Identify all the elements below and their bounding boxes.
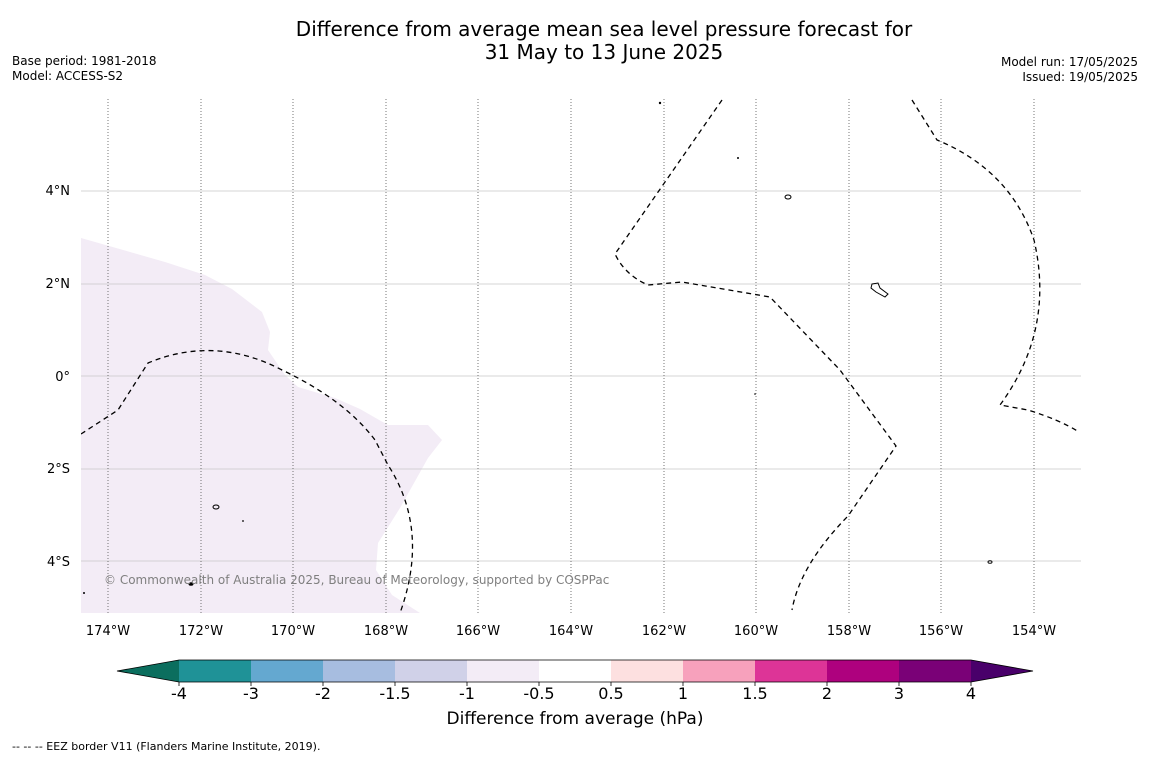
map-figure: 4°N 2°N 0° 2°S 4°S 174°W 172°W 170°W 168… xyxy=(46,99,1081,700)
colorbar-tick-label: -4 xyxy=(171,684,187,700)
colorbar-tick-label: -1.5 xyxy=(379,684,410,700)
colorbar-tick-label: -3 xyxy=(243,684,259,700)
colorbar-tick-label: 1.5 xyxy=(742,684,767,700)
latitude-gridlines xyxy=(81,190,1081,562)
copyright-notice: © Commonwealth of Australia 2025, Bureau… xyxy=(104,573,609,587)
island-outline xyxy=(987,560,993,564)
lon-label-156w: 156°W xyxy=(919,624,963,639)
chart-title: Difference from average mean sea level p… xyxy=(0,18,1150,64)
colorbar-segment xyxy=(467,660,539,682)
lon-label-160w: 160°W xyxy=(734,624,778,639)
colorbar-tick-label: 4 xyxy=(966,684,976,700)
colorbar-extend-low xyxy=(117,660,179,682)
lat-label-2n: 2°N xyxy=(46,277,71,292)
island-outline xyxy=(212,504,220,510)
colorbar-tick-label: 0.5 xyxy=(598,684,623,700)
island-dots xyxy=(83,101,756,594)
lat-label-4n: 4°N xyxy=(46,184,71,199)
colorbar-segment xyxy=(251,660,323,682)
eez-footnote: -- -- -- EEZ border V11 (Flanders Marine… xyxy=(12,740,321,753)
eez-border-central xyxy=(614,99,897,611)
colorbar-segment xyxy=(827,660,899,682)
lon-label-154w: 154°W xyxy=(1012,624,1056,639)
island-outline xyxy=(784,194,792,200)
island-dot xyxy=(658,101,662,105)
island-outline xyxy=(188,582,194,586)
colorbar: -4 -3 -2 -1.5 -1 -0.5 0.5 1 1.5 2 3 4 xyxy=(116,659,1034,700)
colorbar-tick-label: -0.5 xyxy=(523,684,554,700)
island-dot xyxy=(242,520,244,522)
issued-date: Issued: 19/05/2025 xyxy=(1022,70,1138,84)
colorbar-ticks xyxy=(178,682,972,686)
colorbar-segment xyxy=(899,660,971,682)
colorbar-segment xyxy=(539,660,611,682)
eez-borders xyxy=(81,99,1080,613)
title-line-1: Difference from average mean sea level p… xyxy=(295,17,913,41)
longitude-labels: 174°W 172°W 170°W 168°W 166°W 164°W 162°… xyxy=(86,624,1056,639)
colorbar-segment xyxy=(755,660,827,682)
colorbar-tick-label: 3 xyxy=(894,684,904,700)
eez-border-east xyxy=(911,99,1080,433)
lon-label-166w: 166°W xyxy=(456,624,500,639)
colorbar-label: Difference from average (hPa) xyxy=(446,709,704,729)
base-period: Base period: 1981-2018 xyxy=(12,54,157,68)
island-dot xyxy=(754,393,756,395)
colorbar-tick-label: -1 xyxy=(459,684,475,700)
colorbar-tick-label: 1 xyxy=(678,684,688,700)
latitude-labels: 4°N 2°N 0° 2°S 4°S xyxy=(46,184,71,570)
lon-label-174w: 174°W xyxy=(86,624,130,639)
colorbar-tick-label: -2 xyxy=(315,684,331,700)
island-dot xyxy=(737,157,739,159)
colorbar-segment xyxy=(395,660,467,682)
colorbar-tick-labels: -4 -3 -2 -1.5 -1 -0.5 0.5 1 1.5 2 3 4 xyxy=(171,684,976,700)
lon-label-172w: 172°W xyxy=(179,624,223,639)
pressure-anomaly-shading xyxy=(81,238,442,613)
lon-label-158w: 158°W xyxy=(827,624,871,639)
title-line-2: 31 May to 13 June 2025 xyxy=(484,40,724,64)
lon-label-170w: 170°W xyxy=(271,624,315,639)
lon-label-162w: 162°W xyxy=(642,624,686,639)
colorbar-extend-high xyxy=(971,660,1033,682)
colorbar-segment xyxy=(323,660,395,682)
model-run: Model run: 17/05/2025 xyxy=(1000,55,1138,69)
lon-label-168w: 168°W xyxy=(364,624,408,639)
meta-left: Base period: 1981-2018 Model: ACCESS-S2 xyxy=(12,54,157,84)
lat-label-0: 0° xyxy=(55,370,70,385)
model-name: Model: ACCESS-S2 xyxy=(12,69,124,83)
colorbar-tick-label: 2 xyxy=(822,684,832,700)
colorbar-segment xyxy=(179,660,251,682)
lat-label-2s: 2°S xyxy=(47,462,70,477)
lat-label-4s: 4°S xyxy=(47,555,70,570)
meta-right: Model run: 17/05/2025 Issued: 19/05/2025 xyxy=(1001,55,1138,85)
islands xyxy=(188,194,993,586)
colorbar-segment xyxy=(683,660,755,682)
lon-label-164w: 164°W xyxy=(549,624,593,639)
island-dot xyxy=(83,592,85,594)
colorbar-segment xyxy=(611,660,683,682)
island-outline xyxy=(870,282,889,298)
